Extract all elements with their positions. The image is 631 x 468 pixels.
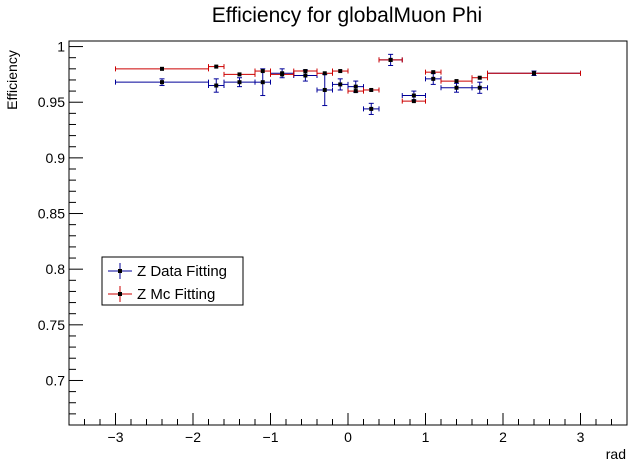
y-tick-label: 0.85 <box>38 206 65 222</box>
data-point <box>401 98 426 104</box>
data-point <box>440 82 473 93</box>
data-point <box>332 78 349 91</box>
data-point <box>440 78 473 84</box>
data-point <box>425 72 442 85</box>
y-tick-label: 1 <box>57 39 65 55</box>
point-marker <box>237 80 242 85</box>
data-point <box>208 78 225 93</box>
series-layer <box>115 53 581 115</box>
series-mc <box>115 57 581 104</box>
point-marker <box>280 72 285 77</box>
point-marker <box>369 87 374 92</box>
x-tick-label: 2 <box>499 429 507 445</box>
y-tick-label: 0.7 <box>46 372 66 388</box>
data-point <box>223 77 256 88</box>
point-marker <box>214 64 219 69</box>
point-marker <box>237 72 242 77</box>
point-marker <box>477 75 482 80</box>
point-marker <box>431 76 436 81</box>
data-point <box>363 87 380 93</box>
data-point <box>347 88 364 94</box>
chart-title: Efficiency for globalMuon Phi <box>212 4 482 27</box>
legend-marker <box>118 269 122 273</box>
y-tick-label: 0.9 <box>46 150 66 166</box>
data-point <box>254 68 271 74</box>
data-point <box>425 69 442 75</box>
y-tick-label: 0.75 <box>38 317 65 333</box>
legend-label: Z Data Fitting <box>137 263 227 280</box>
series-data <box>115 53 581 115</box>
point-marker <box>160 66 164 71</box>
point-marker <box>411 93 416 98</box>
data-point <box>471 81 488 94</box>
legend-box <box>101 256 244 306</box>
point-marker <box>322 71 327 76</box>
point-marker <box>454 85 459 90</box>
point-marker <box>260 80 265 85</box>
data-point <box>347 80 364 93</box>
data-point <box>316 70 333 76</box>
data-point <box>363 102 380 115</box>
data-point <box>487 70 581 76</box>
point-marker <box>260 69 265 74</box>
data-point <box>401 90 426 101</box>
x-tick-label: 3 <box>577 429 585 445</box>
point-marker <box>388 57 393 62</box>
x-tick-label: −3 <box>108 429 124 445</box>
point-marker <box>214 83 219 88</box>
data-point <box>316 73 333 107</box>
axis-ticks: −3 −2 −1 0 1 2 3 0.7 0.75 0.8 0.85 0.9 0.95 1 <box>38 39 628 445</box>
legend-entry: Z Data Fitting <box>108 263 227 280</box>
point-marker <box>411 99 416 104</box>
point-marker <box>454 79 459 84</box>
point-marker <box>532 71 536 76</box>
data-point <box>223 71 256 77</box>
legend-marker <box>118 292 122 296</box>
point-marker <box>477 85 482 90</box>
legend-label: Z Mc Fitting <box>137 286 215 303</box>
data-point <box>270 71 295 77</box>
point-marker <box>338 69 343 74</box>
x-axis-label: rad <box>606 446 626 462</box>
plot-frame <box>68 40 628 426</box>
data-point <box>332 68 349 74</box>
point-marker <box>431 70 436 75</box>
y-tick-label: 0.8 <box>46 261 66 277</box>
point-marker <box>160 80 164 85</box>
point-marker <box>338 82 343 87</box>
data-point <box>293 68 318 74</box>
data-point <box>115 66 209 72</box>
data-point <box>208 64 225 70</box>
x-tick-label: −1 <box>263 429 279 445</box>
y-tick-label: 0.95 <box>38 94 65 110</box>
point-marker <box>353 84 358 89</box>
x-tick-label: −2 <box>185 429 201 445</box>
point-marker <box>322 87 327 92</box>
point-marker <box>303 69 308 74</box>
x-tick-label: 1 <box>422 429 430 445</box>
point-marker <box>303 73 308 78</box>
legend: Z Data Fitting Z Mc Fitting <box>101 256 244 306</box>
point-marker <box>369 106 374 111</box>
y-axis-label: Efficiency <box>4 50 20 110</box>
data-point <box>378 57 403 63</box>
data-point <box>471 75 488 81</box>
data-point <box>115 78 209 87</box>
legend-entry: Z Mc Fitting <box>108 286 215 303</box>
x-tick-label: 0 <box>344 429 352 445</box>
point-marker <box>353 89 358 94</box>
data-point <box>254 68 271 97</box>
